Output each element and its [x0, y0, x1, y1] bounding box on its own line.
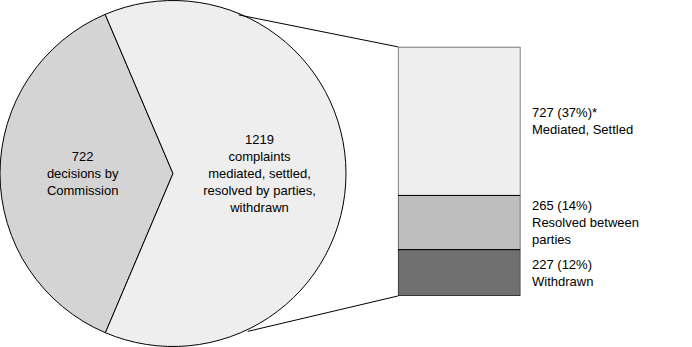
svg-text:727 (37%)*Mediated, Settled: 727 (37%)*Mediated, Settled	[532, 105, 633, 137]
svg-text:227 (12%)Withdrawn: 227 (12%)Withdrawn	[532, 257, 593, 289]
svg-text:1219complaintsmediated, settle: 1219complaintsmediated, settled,resolved…	[203, 132, 316, 215]
svg-text:722decisions byCommission: 722decisions byCommission	[47, 149, 119, 198]
svg-text:265 (14%)Resolved betweenparti: 265 (14%)Resolved betweenparties	[532, 198, 639, 247]
